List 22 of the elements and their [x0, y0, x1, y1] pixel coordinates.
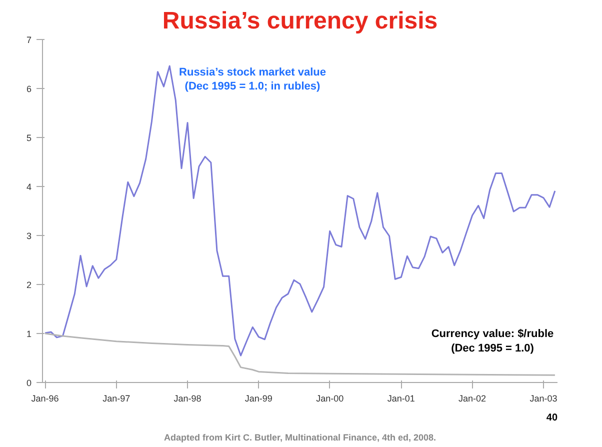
y-tick-label: 4: [26, 182, 32, 192]
series-label: Currency value: $/ruble (Dec 1995 = 1.0): [431, 328, 554, 354]
y-tick-label: 1: [26, 329, 32, 339]
x-tick-label: Jan-00: [316, 394, 344, 404]
x-tick-label: Jan-01: [387, 394, 415, 404]
y-tick-label: 7: [26, 35, 32, 45]
x-tick-label: Jan-99: [244, 394, 272, 404]
x-tick-label: Jan-98: [174, 394, 202, 404]
series-label: Russia’s stock market value (Dec 1995 = 1.0; in rubles): [179, 66, 326, 93]
text: 40: [546, 412, 558, 424]
x-tick-label: Jan-03: [530, 394, 558, 404]
y-tick-label: 3: [26, 231, 32, 241]
y-tick-label: 5: [26, 133, 32, 143]
y-tick-label: 2: [26, 280, 32, 290]
x-tick-label: Jan-97: [102, 394, 130, 404]
line-series: [44, 65, 556, 356]
y-tick-label: 0: [26, 378, 32, 388]
text: Adapted from Kirt C. Butler, Multinational Finance, 4th ed, 2008.: [164, 432, 436, 442]
x-tick-label: Jan-02: [458, 394, 486, 404]
y-tick-label: 6: [26, 84, 32, 94]
x-tick-label: Jan-96: [31, 394, 59, 404]
chart-title: Russia’s currency crisis: [162, 8, 438, 34]
